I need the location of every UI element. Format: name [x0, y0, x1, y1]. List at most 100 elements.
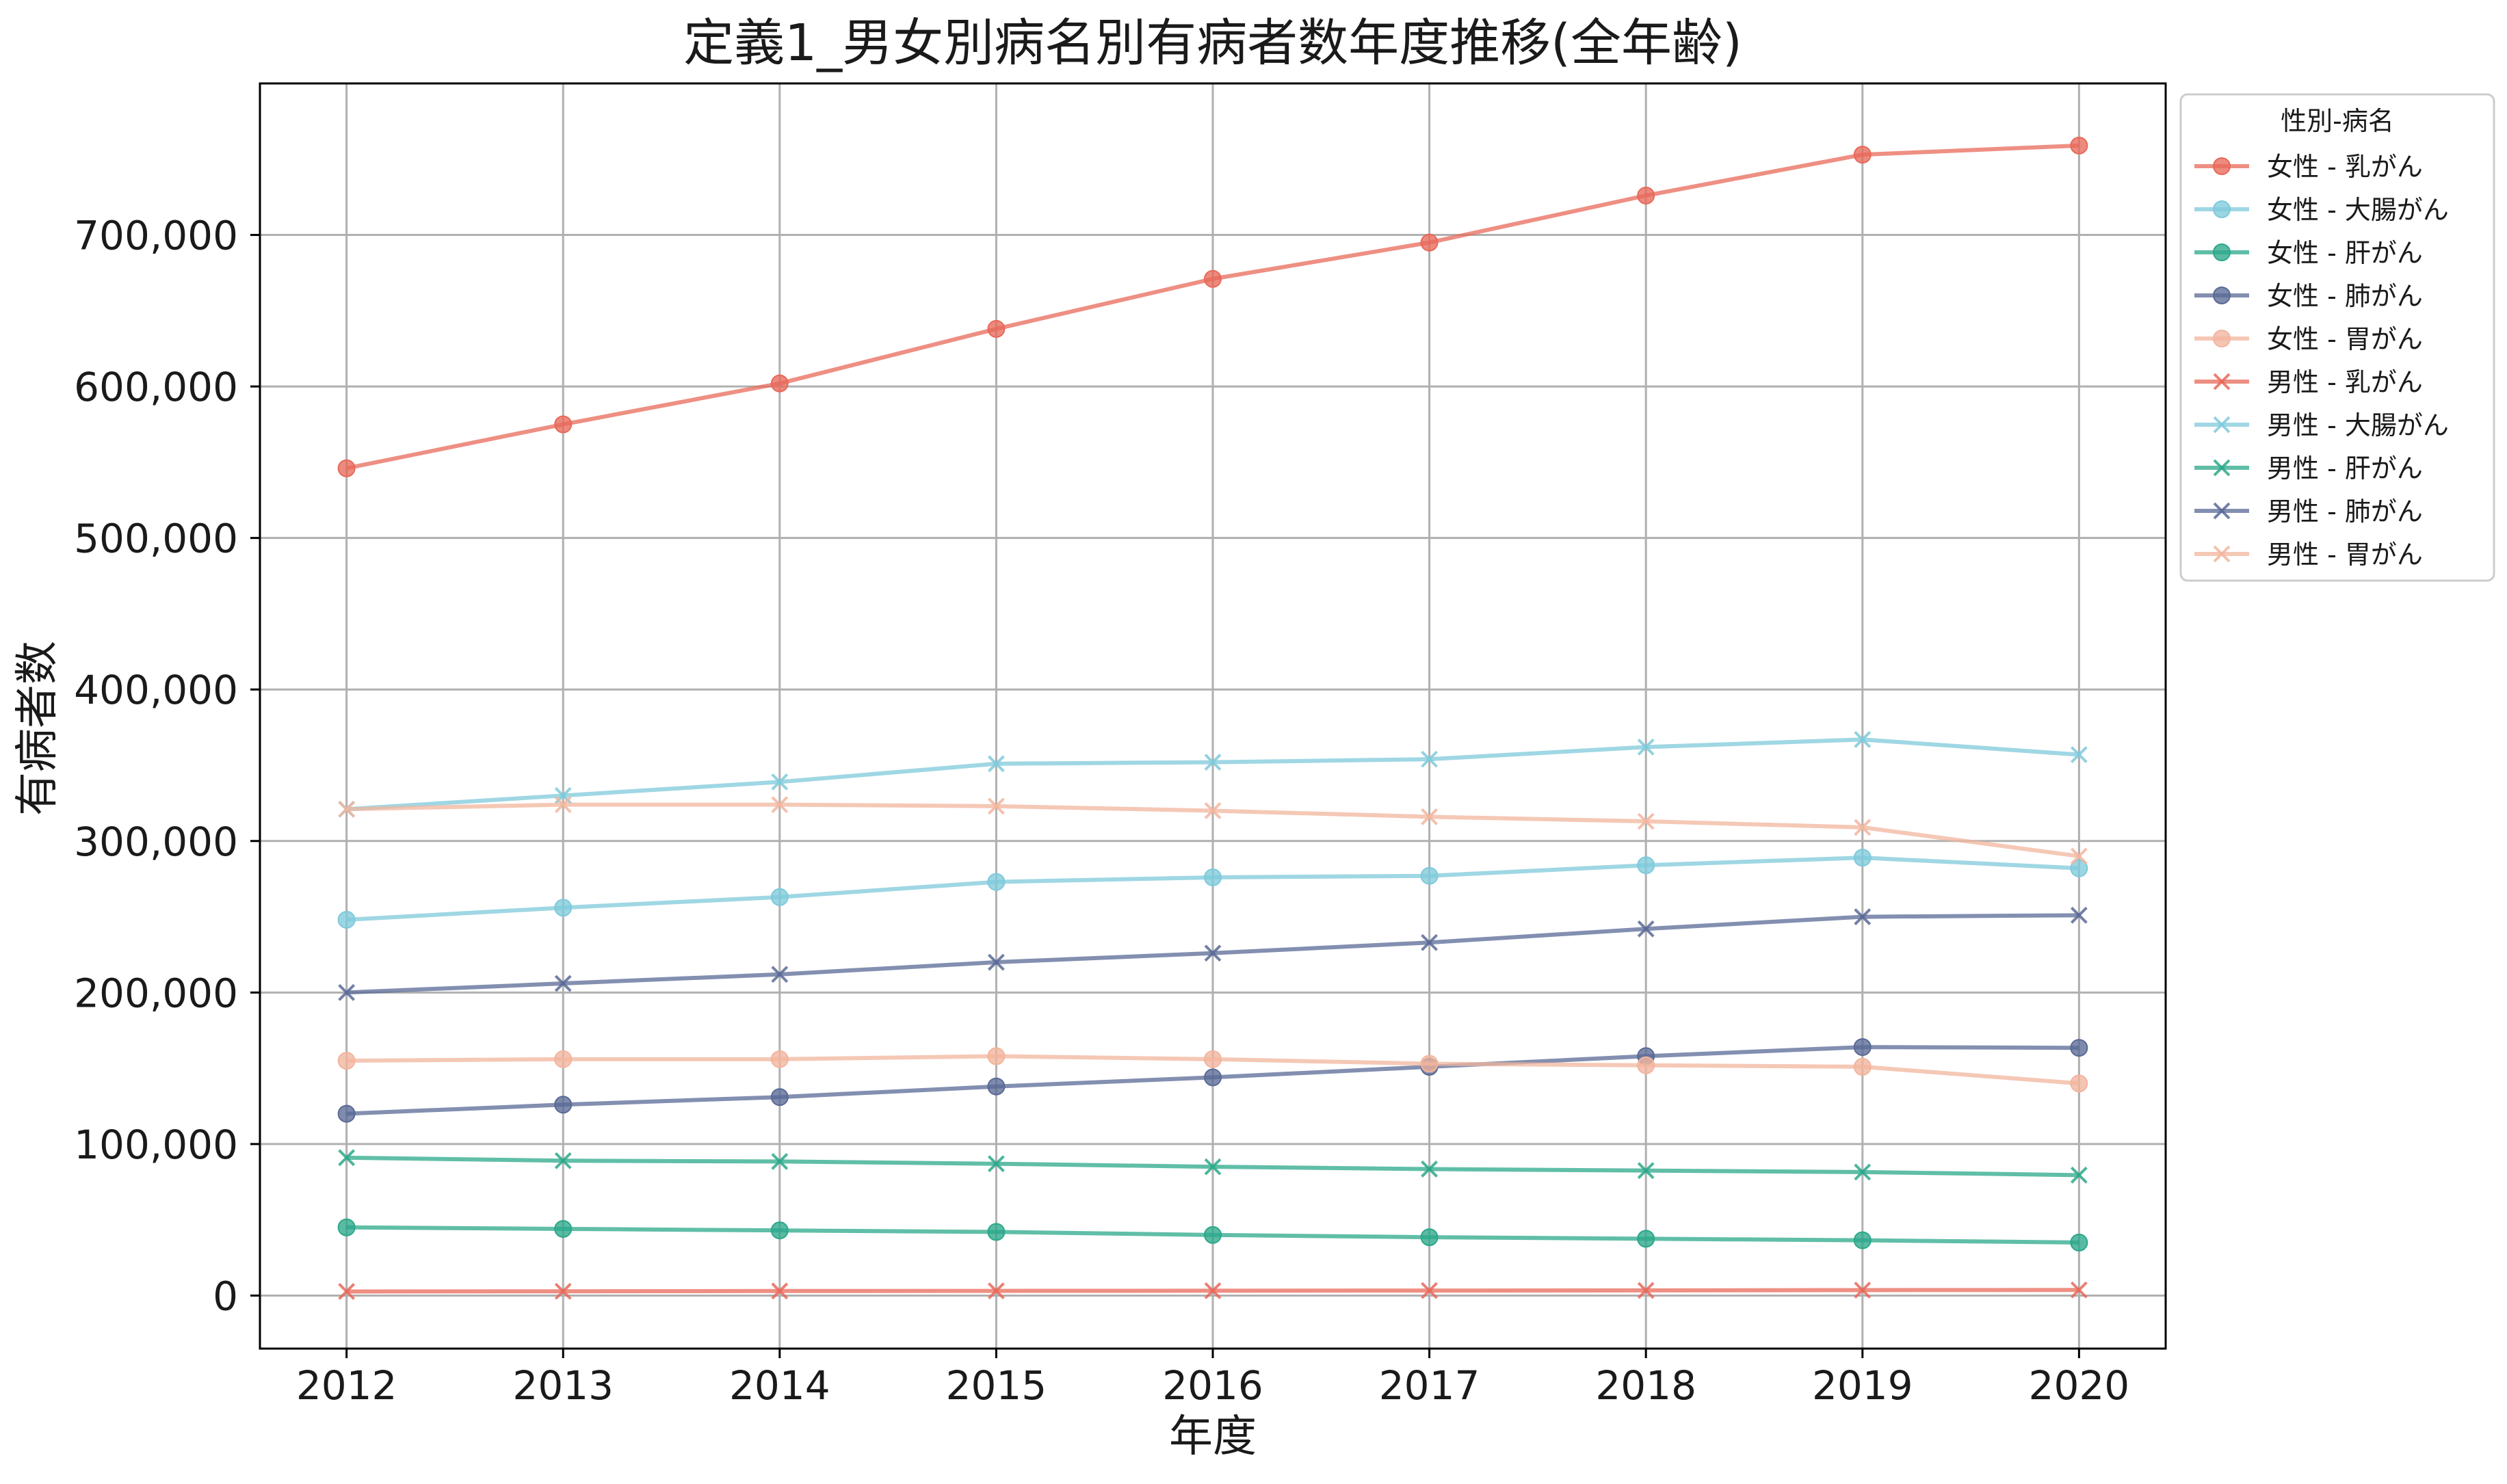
x-marker-stroke — [1637, 1162, 1655, 1180]
x-marker-stroke — [1204, 1158, 1222, 1176]
data-point — [770, 1088, 789, 1107]
data-point — [2070, 1166, 2088, 1184]
legend-marker — [2213, 287, 2231, 304]
data-point — [771, 773, 789, 791]
series-2 — [337, 849, 2088, 929]
data-point — [1421, 750, 1439, 768]
x-marker-stroke — [1637, 739, 1655, 756]
data-point — [771, 1282, 789, 1300]
x-marker-stroke — [1854, 1282, 1872, 1299]
legend-label: 男性 - 肺がん — [2267, 496, 2423, 527]
data-point — [337, 1104, 356, 1123]
data-point — [1853, 1057, 1872, 1076]
legend-item: 女性 - 大腸がん — [2194, 195, 2449, 225]
data-point — [771, 1152, 789, 1170]
legend-marker — [2213, 545, 2231, 563]
x-marker-stroke — [771, 773, 789, 791]
grid-layer — [260, 83, 2166, 1349]
data-point — [771, 796, 789, 814]
data-point — [1854, 1282, 1872, 1299]
x-marker-stroke — [987, 797, 1005, 815]
data-point — [987, 1282, 1005, 1300]
x-marker-stroke — [771, 966, 789, 983]
x-marker-stroke — [2070, 1281, 2088, 1299]
data-point — [987, 797, 1005, 815]
legend-label: 女性 - 胃がん — [2267, 324, 2423, 354]
x-tick-label: 2017 — [1379, 1362, 1480, 1409]
data-point — [1421, 1282, 1439, 1299]
data-point — [987, 1155, 1005, 1173]
y-tick-label: 200,000 — [74, 970, 238, 1016]
legend-item: 男性 - 大腸がん — [2194, 410, 2449, 440]
y-ticks-layer: 0 100,000 200,000 300,000 400,000 500,000 600,… — [74, 213, 260, 1319]
x-marker-stroke — [1854, 819, 1872, 836]
x-marker-stroke — [1637, 920, 1655, 938]
data-point — [987, 953, 1005, 971]
data-point — [1204, 802, 1222, 819]
x-marker-stroke — [554, 796, 572, 814]
data-point — [771, 966, 789, 983]
data-point — [2070, 847, 2088, 865]
data-point — [554, 1219, 573, 1238]
series-6 — [338, 1281, 2088, 1300]
data-point — [554, 415, 573, 434]
x-marker-stroke — [771, 1152, 789, 1170]
data-point — [2070, 1074, 2088, 1093]
data-point — [554, 899, 573, 917]
legend-label: 女性 - 肺がん — [2267, 281, 2423, 311]
data-point — [1421, 808, 1439, 825]
x-marker-stroke — [987, 1282, 1005, 1300]
data-point — [1420, 866, 1439, 885]
data-point — [554, 796, 572, 814]
series-layer — [337, 136, 2088, 1300]
series-10 — [338, 796, 2088, 865]
x-tick-label: 2016 — [1162, 1362, 1263, 1409]
y-tick-label: 300,000 — [74, 819, 238, 865]
data-point — [554, 1152, 572, 1169]
data-point — [554, 1050, 573, 1068]
legend-item: 男性 - 乳がん — [2194, 367, 2423, 397]
data-point — [2070, 136, 2088, 155]
legend-label: 女性 - 乳がん — [2267, 152, 2423, 182]
data-point — [554, 1096, 573, 1114]
data-point — [1204, 868, 1222, 886]
x-marker-stroke — [2213, 373, 2231, 390]
data-point — [987, 755, 1005, 773]
data-point — [1854, 730, 1872, 748]
data-point — [1637, 920, 1655, 938]
x-marker-stroke — [338, 1283, 356, 1300]
legend-marker — [2213, 157, 2231, 175]
legend-label: 男性 - 肝がん — [2267, 453, 2423, 483]
legend-item: 女性 - 乳がん — [2194, 152, 2423, 182]
legend-marker — [2213, 330, 2231, 347]
data-point — [1204, 1068, 1222, 1087]
x-marker-stroke — [1204, 754, 1222, 771]
data-point — [1204, 1050, 1222, 1068]
x-axis-label: 年度 — [1169, 1412, 1257, 1462]
x-marker-stroke — [554, 975, 572, 992]
series-1 — [337, 136, 2088, 477]
data-point — [554, 975, 572, 992]
x-marker-stroke — [1637, 812, 1655, 830]
data-point — [1204, 1158, 1222, 1176]
data-point — [987, 1047, 1006, 1065]
legend-box — [2179, 93, 2495, 582]
x-marker-stroke — [1421, 1161, 1439, 1178]
legend-marker — [2213, 416, 2231, 434]
x-marker-stroke — [987, 755, 1005, 773]
data-point — [2070, 1233, 2088, 1251]
data-point — [2070, 859, 2088, 877]
x-marker-stroke — [987, 953, 1005, 971]
data-point — [987, 1077, 1006, 1096]
x-tick-label: 2015 — [946, 1362, 1047, 1409]
x-marker-stroke — [2213, 502, 2231, 520]
x-marker-stroke — [2070, 746, 2088, 763]
x-marker-stroke — [338, 1149, 356, 1167]
legend-marker — [2213, 373, 2231, 390]
series-3 — [337, 1218, 2088, 1251]
y-axis-label: 有病者数 — [12, 641, 63, 816]
y-tick-label: 700,000 — [74, 213, 238, 259]
x-marker-stroke — [2213, 459, 2231, 477]
